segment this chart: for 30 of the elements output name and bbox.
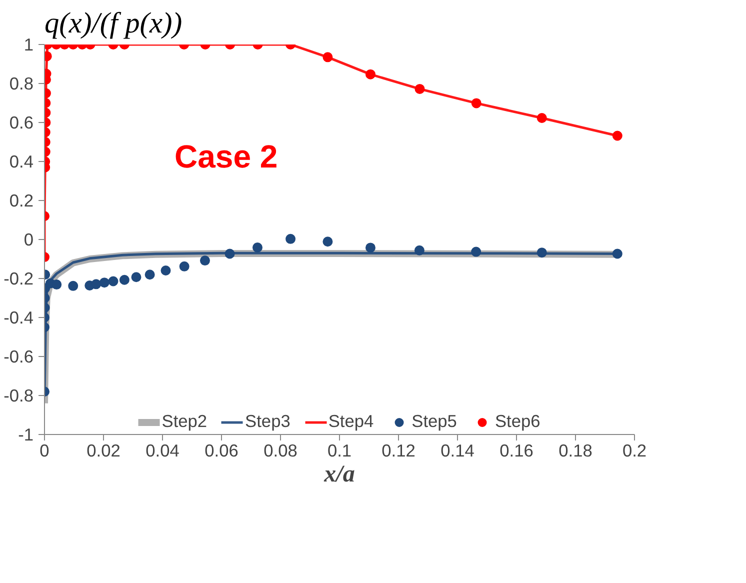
x-tick-label: 0.14	[440, 440, 475, 460]
x-tick-label: 0.2	[622, 440, 647, 460]
legend-label: Step6	[494, 411, 540, 432]
x-tick-label: 0.02	[86, 440, 120, 460]
x-tick-label: 0	[40, 440, 50, 460]
y-tick-label: -0.8	[4, 386, 34, 406]
annotation: Case 2	[174, 138, 278, 174]
x-tick-label: 0.16	[500, 440, 534, 460]
y-tick-label: -0.6	[4, 346, 34, 366]
y-tick-label: 0.4	[9, 152, 34, 172]
legend-label: Step5	[412, 411, 457, 432]
x-tick-label: 0.08	[264, 440, 298, 460]
legend-label: Step4	[328, 411, 374, 432]
x-tick-label: 0.04	[146, 440, 180, 460]
x-axis-title: x/a	[323, 462, 355, 488]
legend-label: Step2	[162, 411, 208, 432]
x-tick-label: 0.1	[327, 440, 352, 460]
y-axis-title: q(x)/(f p(x))	[44, 8, 182, 40]
y-tick-label: 0.8	[9, 74, 34, 94]
y-tick-label: 0	[24, 230, 34, 250]
y-tick-label: -0.4	[4, 308, 34, 328]
x-tick-label: 0.12	[382, 440, 416, 460]
y-tick-label: -1	[18, 424, 34, 444]
y-tick-label: 0.2	[9, 190, 34, 210]
legend-label: Step3	[245, 411, 290, 432]
y-tick-label: 1	[24, 34, 34, 54]
y-tick-label: 0.6	[9, 112, 34, 132]
x-tick-label: 0.18	[558, 440, 592, 460]
x-tick-label: 0.06	[204, 440, 238, 460]
y-tick-label: -0.2	[4, 268, 34, 288]
